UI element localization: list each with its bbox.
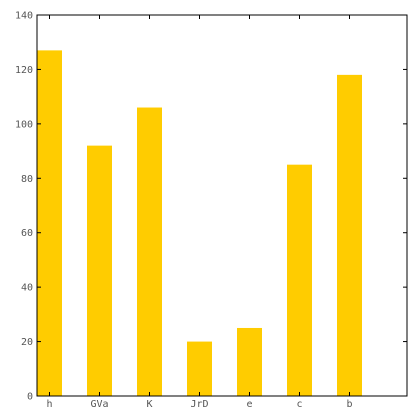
bar-h <box>37 50 62 396</box>
bar-GVa <box>87 145 112 396</box>
bar-K <box>137 107 162 397</box>
plot-frame <box>36 14 408 397</box>
y-axis-ticks: 0 20 40 60 80 100 120 140 <box>15 11 407 403</box>
y-tick-label: 60 <box>21 228 33 239</box>
x-axis-ticks: h GVa K JrD e c b <box>46 15 353 410</box>
bar-b <box>337 74 362 396</box>
y-tick-label: 40 <box>21 283 33 294</box>
y-tick-label: 140 <box>15 11 33 22</box>
bar-e <box>237 327 262 396</box>
y-tick-label: 0 <box>27 392 33 403</box>
x-tick-label: e <box>246 399 252 410</box>
x-tick-label: b <box>346 399 352 410</box>
x-tick-label: c <box>296 399 302 410</box>
x-tick-label: GVa <box>90 399 108 410</box>
x-tick-label: h <box>46 399 52 410</box>
y-tick-label: 100 <box>15 119 33 130</box>
bar-c <box>287 164 312 396</box>
x-tick-label: JrD <box>190 399 208 410</box>
y-tick-label: 120 <box>15 65 33 76</box>
y-tick-label: 20 <box>21 337 33 348</box>
bar-JrD <box>187 341 212 396</box>
bars-layer <box>37 50 362 397</box>
y-tick-label: 80 <box>21 174 33 185</box>
x-tick-label: K <box>146 399 152 410</box>
